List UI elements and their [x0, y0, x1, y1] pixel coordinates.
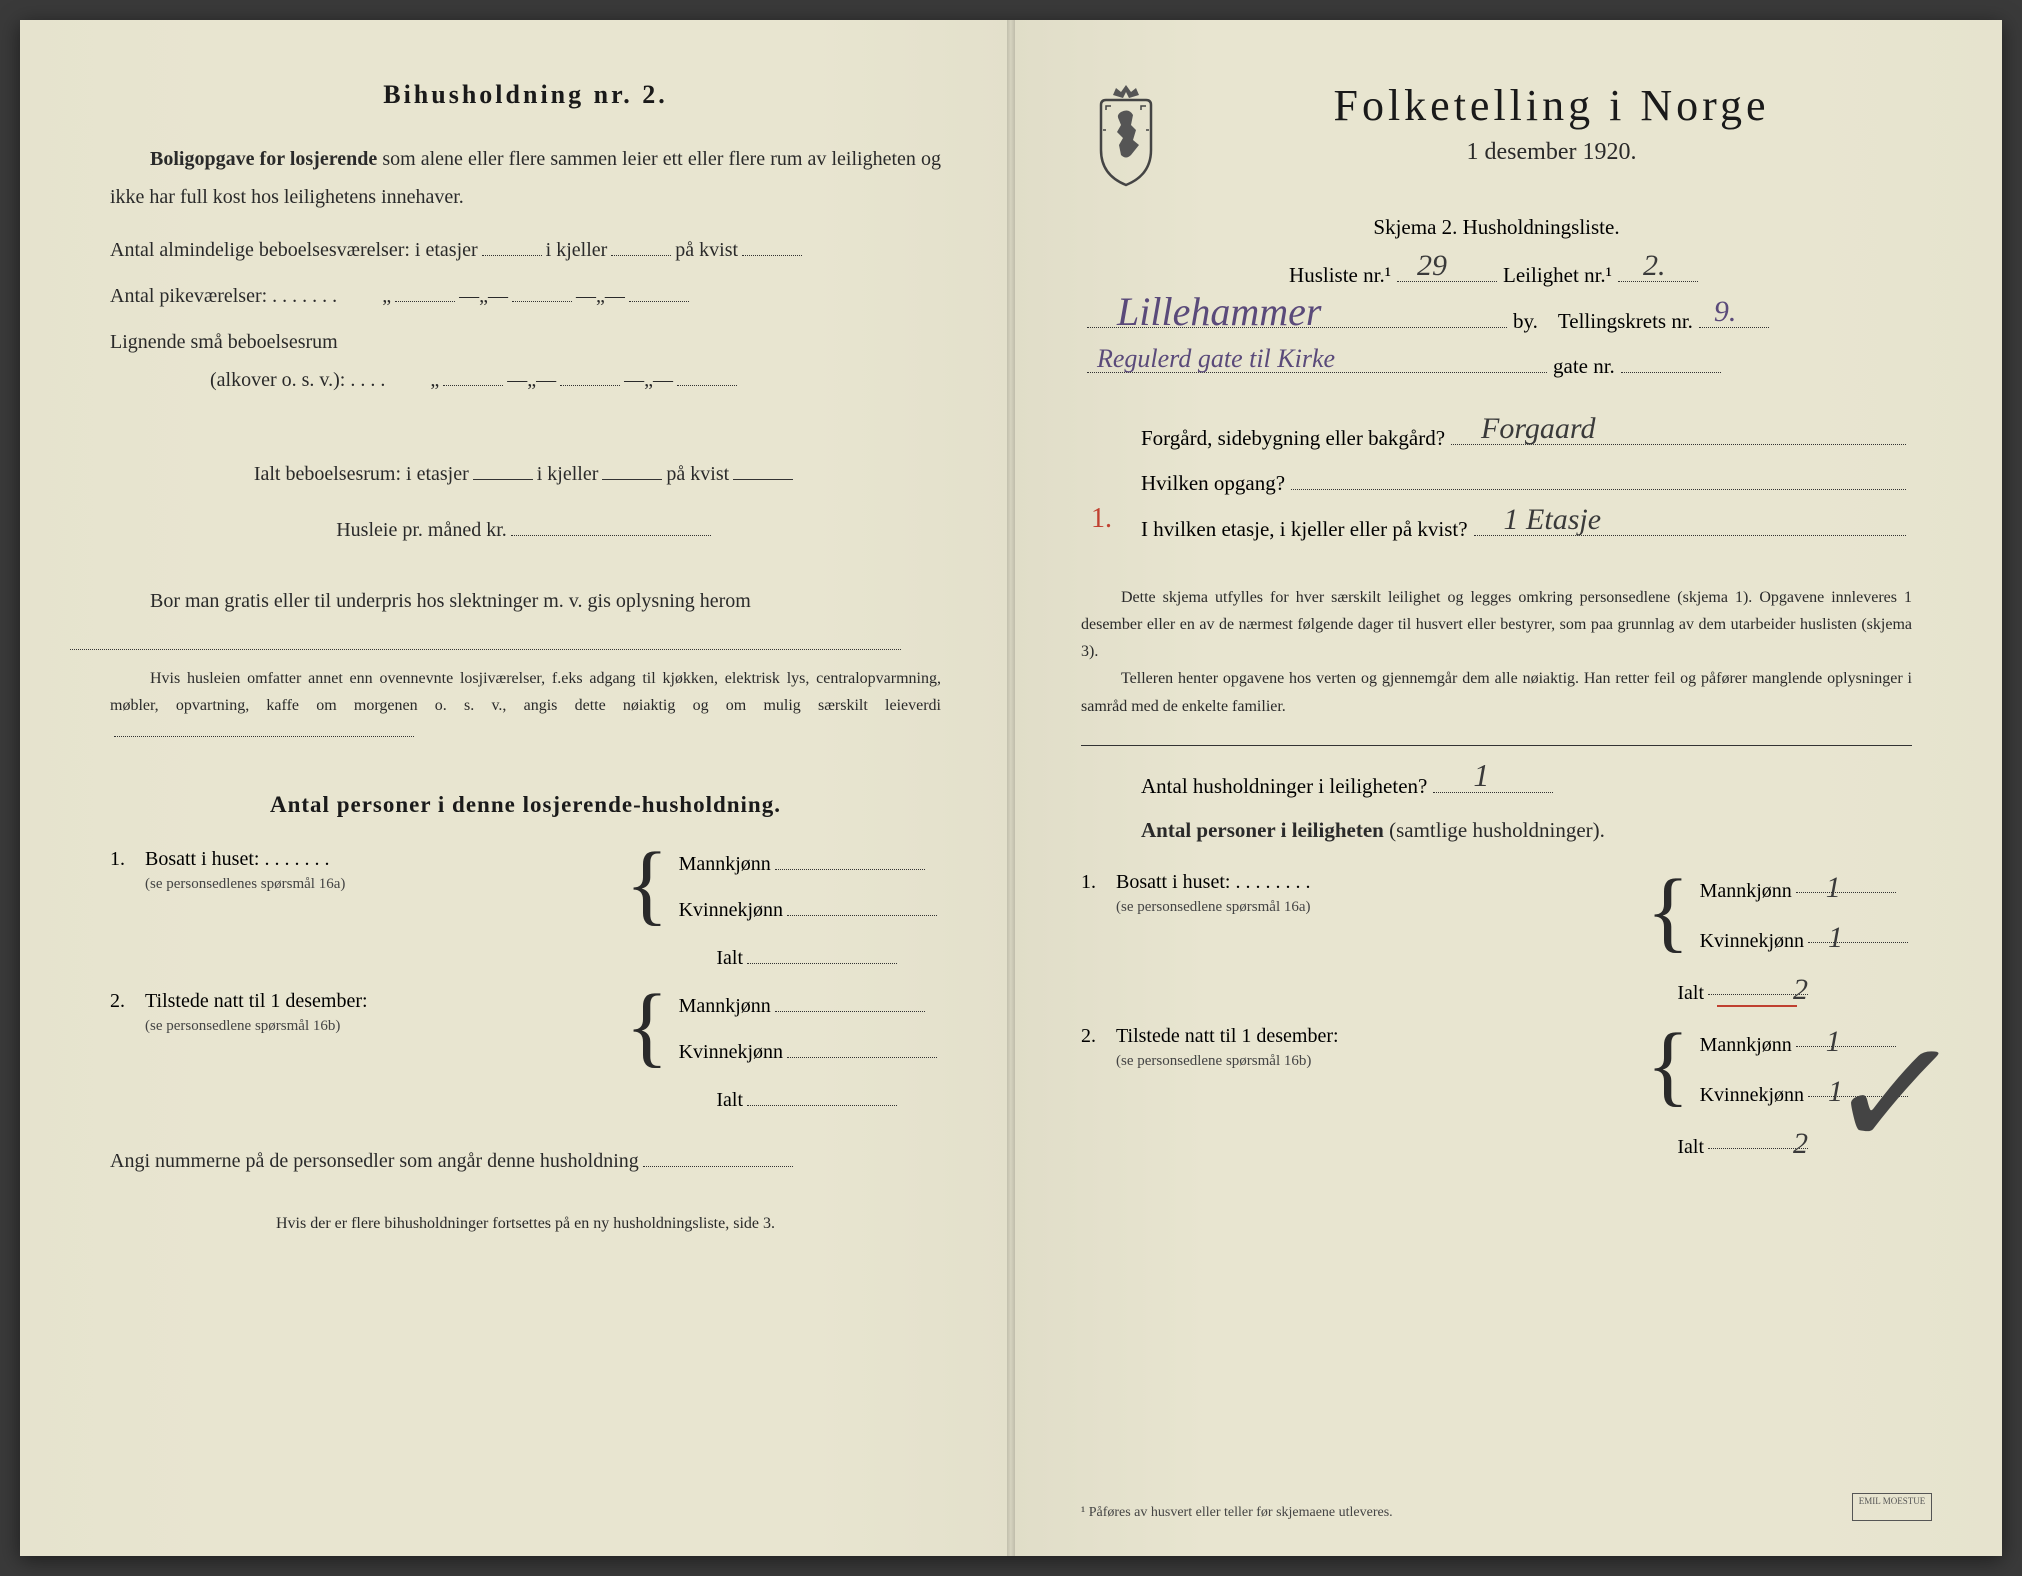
blank-kjeller [611, 234, 671, 256]
main-title: Folketelling i Norge [1191, 80, 1912, 131]
mann-val-1: 1 [1826, 871, 1841, 904]
boligopgave-para: Boligopgave for losjerende som alene ell… [110, 140, 941, 216]
ialt-beboelsesrum: Ialt beboelsesrum: i etasjeri kjellerpå … [110, 455, 941, 493]
husliste-line: Husliste nr.¹ 29 Leilighet nr.¹ 2. [1081, 255, 1912, 288]
right-ialt-2: Ialt2 [1081, 1127, 1912, 1159]
header: Folketelling i Norge 1 desember 1920. [1081, 80, 1912, 190]
antal-personer-title: Antal personer i denne losjerende-hushol… [110, 792, 941, 818]
antal-hush-line: Antal husholdninger i leiligheten? 1 [1081, 766, 1912, 799]
antal-pers-line: Antal personer i leiligheten (samtlige h… [1081, 811, 1912, 851]
gratis-para: Bor man gratis eller til underpris hos s… [110, 582, 941, 650]
etasje-value: 1 Etasje [1504, 503, 1602, 537]
left-title: Bihusholdning nr. 2. [110, 80, 941, 110]
opgang-line: Hvilken opgang? [1081, 463, 1912, 496]
husleie-line: Husleie pr. måned kr. [110, 511, 941, 549]
husleie-detail-para: Hvis husleien omfatter annet enn ovennev… [110, 665, 941, 747]
forgard-line: Forgård, sidebygning eller bakgård? Forg… [1081, 418, 1912, 451]
leilighet-value: 2. [1643, 249, 1666, 283]
bottom-line-left: Hvis der er flere bihusholdninger fortse… [110, 1210, 941, 1237]
by-value: Lillehammer [1117, 288, 1321, 335]
pike-line: Antal pikeværelser: . . . . . . . „—„——„… [110, 277, 941, 315]
right-item-2: 2. Tilstede natt til 1 desember: (se per… [1081, 1025, 1912, 1107]
brace-icon: { [1646, 876, 1689, 948]
ialt-val-1: 2 [1793, 973, 1808, 1006]
right-item-1: 1. Bosatt i huset: . . . . . . . . (se p… [1081, 871, 1912, 953]
printer-stamp: EMIL MOESTUE [1852, 1493, 1932, 1521]
instructions-2: Telleren henter opgavene hos verten og g… [1081, 665, 1912, 719]
brace-icon: { [625, 849, 668, 921]
blank-kvist [742, 234, 802, 256]
gate-line: Regulerd gate til Kirke gate nr. [1081, 346, 1912, 379]
red-underline [1717, 1005, 1797, 1007]
right-ialt-1: Ialt2 [1081, 973, 1912, 1005]
angi-line: Angi nummerne på de personsedler som ang… [110, 1142, 941, 1180]
left-item-2: 2. Tilstede natt til 1 desember: (se per… [110, 990, 941, 1064]
page-spine [1007, 20, 1015, 1556]
etasje-line: 1. I hvilken etasje, i kjeller eller på … [1081, 508, 1912, 541]
bold-lead: Boligopgave for losjerende [150, 148, 377, 170]
left-item-1: 1. Bosatt i huset: . . . . . . . (se per… [110, 848, 941, 922]
schema-line: Skjema 2. Husholdningsliste. [1081, 215, 1912, 240]
antal-hush-value: 1 [1473, 757, 1489, 794]
right-page: Folketelling i Norge 1 desember 1920. Sk… [1011, 20, 2002, 1556]
footnote: ¹ Påføres av husvert eller teller før sk… [1081, 1505, 1393, 1521]
divider [1081, 745, 1912, 746]
left-page: Bihusholdning nr. 2. Boligopgave for los… [20, 20, 1011, 1556]
left-ialt-2: Ialt [110, 1084, 941, 1112]
coat-of-arms-icon [1081, 80, 1171, 190]
husliste-value: 29 [1417, 249, 1447, 283]
left-ialt-1: Ialt [110, 942, 941, 970]
ialt-val-2: 2 [1793, 1127, 1808, 1160]
brace-icon: { [625, 991, 668, 1063]
lignende-line: Lignende små beboelsesrum (alkover o. s.… [110, 323, 941, 399]
census-document: Bihusholdning nr. 2. Boligopgave for los… [20, 20, 2002, 1556]
by-line: Lillehammer by. Tellingskrets nr. 9. [1081, 300, 1912, 333]
tellingskrets-value: 9. [1714, 295, 1737, 329]
forgard-value: Forgaard [1481, 412, 1595, 446]
brace-icon: { [1646, 1030, 1689, 1102]
blank-etasjer [482, 234, 542, 256]
subtitle: 1 desember 1920. [1191, 139, 1912, 166]
kvinne-val-1: 1 [1828, 921, 1843, 954]
almindelige-line: Antal almindelige beboelsesværelser: i e… [110, 231, 941, 269]
gate-value: Regulerd gate til Kirke [1097, 344, 1335, 374]
instructions-1: Dette skjema utfylles for hver særskilt … [1081, 584, 1912, 666]
checkmark-annotation: ✓ [1820, 995, 1970, 1194]
red-annotation: 1. [1091, 503, 1112, 535]
